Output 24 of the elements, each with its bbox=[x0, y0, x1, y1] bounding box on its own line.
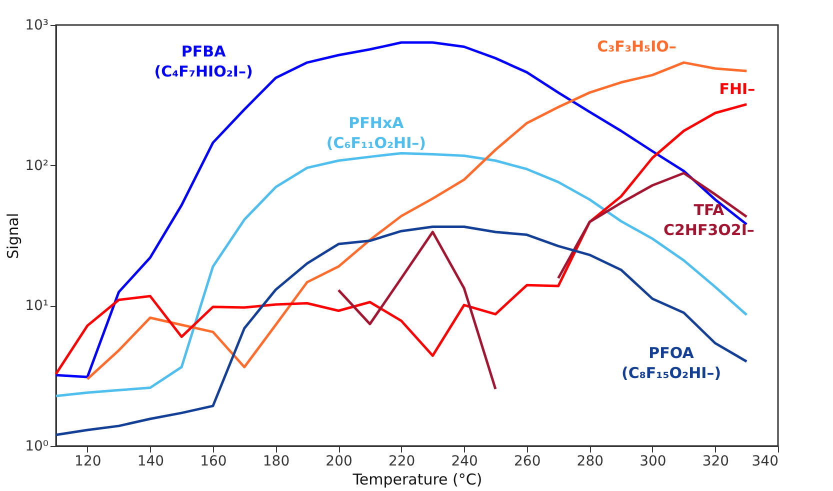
y-tick-label: 10⁰ bbox=[25, 438, 49, 454]
x-tick-label: 300 bbox=[640, 454, 666, 470]
y-tick-label: 10³ bbox=[25, 18, 48, 34]
x-tick-label: 220 bbox=[388, 454, 416, 470]
x-tick-label: 320 bbox=[702, 454, 730, 470]
y-axis-title: Signal bbox=[4, 212, 22, 260]
x-tick-label: 140 bbox=[137, 454, 164, 470]
x-axis-title: Temperature (°C) bbox=[352, 470, 482, 488]
x-tick-label: 280 bbox=[576, 454, 604, 470]
x-tick-label: 200 bbox=[326, 454, 352, 470]
x-tick-label: 340 bbox=[752, 454, 778, 470]
x-tick-label: 180 bbox=[262, 454, 290, 470]
y-tick-label: 10¹ bbox=[25, 298, 48, 314]
y-tick-label: 10² bbox=[25, 158, 48, 174]
series-label: FHI– bbox=[719, 80, 756, 98]
x-tick-label: 160 bbox=[200, 454, 227, 470]
series-label: C₃F₃H₅IO– bbox=[597, 38, 676, 56]
x-tick-label: 120 bbox=[74, 454, 102, 470]
x-tick-label: 240 bbox=[451, 454, 478, 470]
series-label: TFA C2HF3O2I– bbox=[663, 201, 754, 240]
series-label: PFOA (C₈F₁₅O₂HI–) bbox=[621, 344, 722, 382]
x-tick-label: 260 bbox=[514, 454, 541, 470]
series-label: PFBA (C₄F₇HIO₂I–) bbox=[154, 42, 253, 80]
series-label: PFHxA (C₆F₁₁O₂HI–) bbox=[326, 114, 426, 152]
